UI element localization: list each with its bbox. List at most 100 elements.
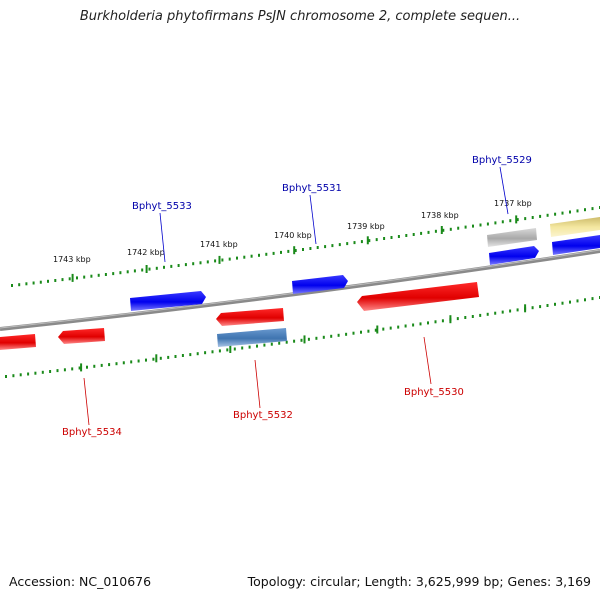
scale-dot <box>34 371 37 375</box>
scale-dot <box>464 225 467 229</box>
scale-dot <box>531 216 534 219</box>
scale-dot <box>516 308 519 312</box>
scale-dot <box>196 352 199 356</box>
scale-major-tick <box>145 265 148 273</box>
scale-label: 1742 kbp <box>127 248 165 257</box>
gene-bphyt-5530[interactable] <box>357 282 479 311</box>
scale-dot <box>531 306 534 310</box>
scale-dot <box>199 261 202 265</box>
scale-dot <box>256 344 258 348</box>
scale-dot <box>509 309 512 313</box>
gene-bphyt-5533[interactable] <box>130 291 206 311</box>
scale-label: 1741 kbp <box>200 240 238 249</box>
misc-feature-yellow[interactable] <box>550 217 600 237</box>
scale-dot <box>241 346 244 350</box>
scale-dot <box>539 214 542 218</box>
scale-dot <box>501 310 504 314</box>
scale-dot <box>456 317 459 321</box>
scale-dot <box>360 330 362 334</box>
scale-dot <box>126 270 129 274</box>
scale-dot <box>412 233 415 236</box>
scale-dot <box>576 299 579 303</box>
scale-dot <box>19 373 22 377</box>
scale-major-tick <box>366 236 369 245</box>
scale-dot <box>546 304 549 307</box>
scale-dot <box>145 358 147 362</box>
scale-dot <box>155 266 158 270</box>
scale-dot <box>39 280 42 284</box>
scale-major-tick <box>515 215 518 224</box>
scale-dot <box>78 366 81 370</box>
scale-dot <box>278 341 281 345</box>
scale-major-tick <box>71 273 74 282</box>
scale-dot <box>441 319 444 323</box>
scale-dot <box>345 332 348 336</box>
gene-label-bphyt-5531[interactable]: Bphyt_5531 <box>282 183 342 194</box>
scale-dot <box>83 275 86 279</box>
scale-dot <box>174 355 177 358</box>
scale-dot <box>263 343 266 347</box>
gene-label-bphyt-5533[interactable]: Bphyt_5533 <box>132 201 192 212</box>
scale-dot <box>5 375 7 378</box>
scale-dot <box>322 335 325 339</box>
gene-bphyt-5534[interactable] <box>58 328 105 344</box>
scale-dot <box>47 279 49 283</box>
gene-label-bphyt-5529[interactable]: Bphyt_5529 <box>472 155 532 166</box>
scale-dot <box>18 283 21 287</box>
scale-dot <box>524 217 527 221</box>
scale-dot <box>382 327 385 331</box>
gene-unlabeled-forward[interactable] <box>552 235 600 255</box>
scale-dot <box>133 269 136 273</box>
scale-dot <box>383 237 386 240</box>
scale-dot <box>494 311 497 315</box>
scale-dot <box>108 363 111 367</box>
scale-dot <box>324 245 327 249</box>
scale-dot <box>338 243 341 247</box>
gene-bphyt-5532-cds[interactable] <box>217 328 287 347</box>
gene-bphyt-5529[interactable] <box>489 246 539 265</box>
scale-dot <box>375 238 378 242</box>
scale-dot <box>71 367 74 371</box>
pseudogene-gray[interactable] <box>487 228 537 247</box>
scale-dot <box>285 340 288 344</box>
map-title: Burkholderia phytofirmans PsJN chromosom… <box>79 9 521 24</box>
scale-dot <box>374 328 377 332</box>
scale-dot <box>591 207 594 211</box>
scale-dot <box>206 260 209 264</box>
scale-labels: 1743 kbp 1742 kbp 1741 kbp 1740 kbp 1739… <box>53 199 532 264</box>
gene-bphyt-5532[interactable] <box>216 308 284 326</box>
scale-dot <box>41 370 44 374</box>
scale-dot <box>546 213 549 217</box>
scale-dot <box>61 278 64 282</box>
scale-dot <box>270 342 273 346</box>
scale-dot <box>419 322 422 326</box>
scale-dot <box>367 329 370 333</box>
scale-dot <box>137 359 140 363</box>
leader-bphyt-5532 <box>254 359 261 409</box>
scale-dot <box>27 372 30 376</box>
leader-bphyt-5530 <box>423 336 432 385</box>
scale-dot <box>122 361 125 365</box>
gene-label-bphyt-5530[interactable]: Bphyt_5530 <box>404 387 464 398</box>
scale-dot <box>221 258 224 262</box>
scale-dot <box>294 249 297 252</box>
genome-summary-label: Topology: circular; Length: 3,625,999 bp… <box>247 574 591 589</box>
gene-unlabeled-reverse[interactable] <box>0 334 36 350</box>
scale-dot <box>265 252 268 256</box>
scale-dot <box>539 305 542 309</box>
scale-dot <box>352 331 355 335</box>
scale-dot <box>584 208 586 212</box>
gene-label-bphyt-5532[interactable]: Bphyt_5532 <box>233 410 293 421</box>
scale-dot <box>302 248 304 251</box>
scale-dot <box>434 320 437 324</box>
scale-major-tick <box>376 325 379 334</box>
scale-dot <box>250 254 253 258</box>
gene-bphyt-5531[interactable] <box>292 275 348 294</box>
scale-dot <box>287 249 290 253</box>
gene-label-bphyt-5534[interactable]: Bphyt_5534 <box>62 427 122 438</box>
scale-dot <box>494 221 497 225</box>
scale-dot <box>309 247 312 250</box>
leader-bphyt-5533 <box>159 212 166 263</box>
scale-label: 1738 kbp <box>421 211 459 220</box>
